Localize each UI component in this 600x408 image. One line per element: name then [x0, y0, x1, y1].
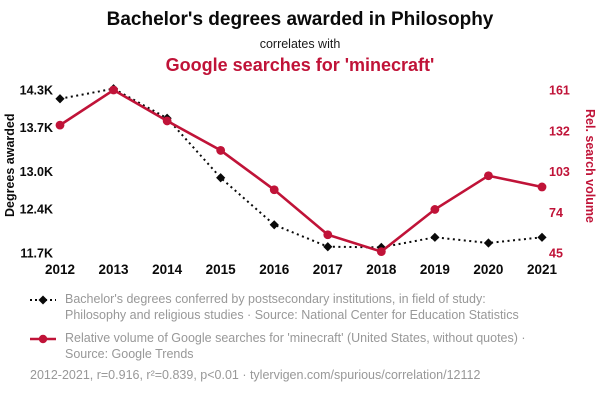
legend-text-degrees: Bachelor's degrees conferred by postseco…	[65, 292, 519, 323]
svg-text:2012: 2012	[45, 262, 75, 277]
svg-text:2021: 2021	[527, 262, 558, 277]
svg-text:45: 45	[549, 247, 563, 261]
chart-area: Degrees awarded Rel. search volume 14.3K…	[0, 78, 600, 283]
svg-text:14.3K: 14.3K	[20, 84, 53, 98]
svg-text:103: 103	[549, 165, 570, 179]
legend-row-searches: Relative volume of Google searches for '…	[30, 330, 574, 363]
legend-text-searches: Relative volume of Google searches for '…	[65, 330, 526, 361]
legend-row-degrees: Bachelor's degrees conferred by postseco…	[30, 291, 574, 324]
svg-text:132: 132	[549, 124, 570, 138]
footer-citation: 2012-2021, r=0.916, r²=0.839, p<0.01 · t…	[30, 368, 481, 382]
svg-text:11.7K: 11.7K	[20, 247, 53, 261]
svg-text:2020: 2020	[473, 262, 503, 277]
black-series-marker-icon	[30, 295, 56, 305]
svg-text:2017: 2017	[313, 262, 343, 277]
svg-text:12.4K: 12.4K	[20, 203, 53, 217]
red-series-marker-icon	[30, 334, 56, 343]
right-axis-label: Rel. search volume	[583, 108, 597, 223]
svg-text:13.7K: 13.7K	[20, 121, 53, 135]
chart-title: Bachelor's degrees awarded in Philosophy	[106, 9, 494, 30]
svg-text:2019: 2019	[420, 262, 450, 277]
chart-subtitle: correlates with	[259, 37, 341, 51]
svg-text:2013: 2013	[99, 262, 130, 277]
chart-red-title: Google searches for 'minecraft'	[165, 55, 435, 75]
svg-text:13.0K: 13.0K	[20, 165, 53, 179]
chart-header: Bachelor's degrees awarded in Philosophy…	[0, 0, 600, 76]
chart-svg: 14.3K13.7K13.0K12.4K11.7K161132103744520…	[20, 84, 570, 278]
svg-text:2018: 2018	[366, 262, 397, 277]
svg-text:2016: 2016	[259, 262, 290, 277]
svg-text:161: 161	[549, 84, 570, 98]
svg-text:2015: 2015	[206, 262, 237, 277]
legend: Bachelor's degrees conferred by postseco…	[0, 283, 600, 382]
svg-text:2014: 2014	[152, 262, 183, 277]
svg-text:74: 74	[549, 206, 563, 220]
